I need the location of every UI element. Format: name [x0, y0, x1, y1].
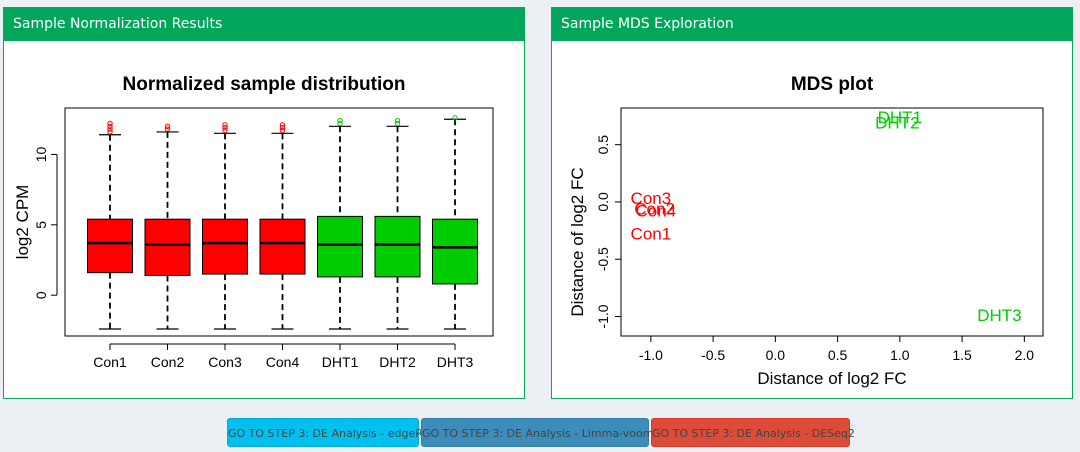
- boxplot-frame: [64, 107, 494, 337]
- mds-frame: [620, 107, 1044, 337]
- boxplot-title: Normalized sample distribution: [123, 74, 406, 95]
- box-outlier-point: [222, 125, 228, 131]
- box-outlier-point: [394, 120, 401, 127]
- box-outlier-point: [107, 123, 113, 129]
- box-con2: [144, 218, 191, 276]
- boxplot-x-tick-label: DHT1: [322, 354, 359, 370]
- box-outlier-point: [279, 122, 286, 128]
- mds-title: MDS plot: [791, 74, 874, 95]
- box-dht1: [317, 215, 363, 278]
- mds-panel-title: Sample MDS Exploration: [552, 8, 1072, 41]
- box-con1: [87, 218, 133, 274]
- boxplot-x-tick-label: Con2: [151, 354, 185, 370]
- mds-point-con3: Con3: [631, 189, 672, 208]
- boxplot-x-tick-label: DHT3: [437, 354, 474, 370]
- mds-x-tick-label: 0.0: [766, 347, 786, 363]
- boxplot-x-tick-label: Con4: [266, 354, 300, 370]
- mds-x-axis-label: Distance of log2 FC: [757, 369, 906, 388]
- boxplot-x-tick-label: DHT2: [379, 354, 416, 370]
- mds-point-con1: Con1: [631, 225, 672, 244]
- box-outlier-point: [164, 126, 171, 132]
- edger-button[interactable]: GO TO STEP 3: DE Analysis - edgeR: [227, 418, 423, 447]
- box-outlier-point: [279, 125, 286, 131]
- mds-x-tick-label: -1.0: [639, 347, 663, 363]
- mds-x-tick-label: 2.0: [1015, 347, 1035, 363]
- boxplot-y-tick-label: 0: [33, 291, 49, 299]
- box-outlier-point: [452, 115, 458, 121]
- box-outlier-point: [394, 117, 401, 124]
- boxplot-y-tick-label: 5: [33, 221, 49, 229]
- mds-y-tick-label: 0.0: [595, 192, 611, 212]
- mds-point-con4: Con4: [636, 202, 677, 221]
- box-dht2: [374, 215, 421, 278]
- mds-point-dht1: DHT1: [878, 108, 922, 127]
- box-outlier-point: [222, 127, 228, 134]
- box-outlier-point: [107, 126, 113, 132]
- mds-x-tick-label: -0.5: [701, 347, 725, 363]
- mds-y-tick-label: -1.0: [595, 304, 611, 328]
- box-con4: [259, 218, 306, 275]
- boxplot-x-tick-label: Con3: [208, 354, 242, 370]
- mds-y-tick-label: 0.5: [595, 135, 611, 155]
- normalization-panel-title: Sample Normalization Results: [4, 8, 524, 41]
- box-outlier-point: [107, 129, 113, 135]
- mds-point-dht2: DHT2: [875, 114, 919, 133]
- boxplot-y-axis-label: log2 CPM: [13, 185, 32, 260]
- limma-voom-button[interactable]: GO TO STEP 3: DE Analysis - Limma-voom: [421, 418, 653, 447]
- boxplot-x-tick-label: Con1: [93, 354, 127, 370]
- mds-y-axis-label: Distance of log2 FC: [568, 167, 587, 316]
- mds-chart: MDS plot -1.0 -0.5 0.0 0.5 1.0 1.5 2.0 Distance …: [568, 74, 1044, 388]
- box-outlier-point: [164, 123, 171, 129]
- box-outlier-point: [107, 120, 113, 127]
- boxplot-y-tick-label: 10: [33, 146, 49, 162]
- box-outlier-point: [337, 117, 343, 124]
- box-outlier-point: [222, 122, 228, 128]
- mds-x-tick-label: 0.5: [828, 347, 848, 363]
- mds-x-tick-label: 1.5: [952, 347, 972, 363]
- mds-point-con2: Con2: [634, 199, 675, 218]
- box-con3: [202, 218, 248, 275]
- box-outlier-point: [279, 127, 286, 134]
- deseq2-button[interactable]: GO TO STEP 3: DE Analysis - DESeq2: [651, 418, 855, 447]
- mds-y-tick-label: -0.5: [595, 247, 611, 271]
- mds-panel: Sample MDS Exploration MDS plot -1.0 -0.5 0…: [551, 7, 1073, 399]
- normalization-panel: Sample Normalization Results Normalized …: [3, 7, 525, 399]
- box-dht3: [432, 218, 478, 285]
- box-outlier-point: [337, 120, 343, 127]
- mds-point-dht3: DHT3: [977, 306, 1021, 325]
- boxplot-chart: Normalized sample distribution 0 5 10 log2 C…: [13, 74, 494, 370]
- mds-x-tick-label: 1.0: [890, 347, 910, 363]
